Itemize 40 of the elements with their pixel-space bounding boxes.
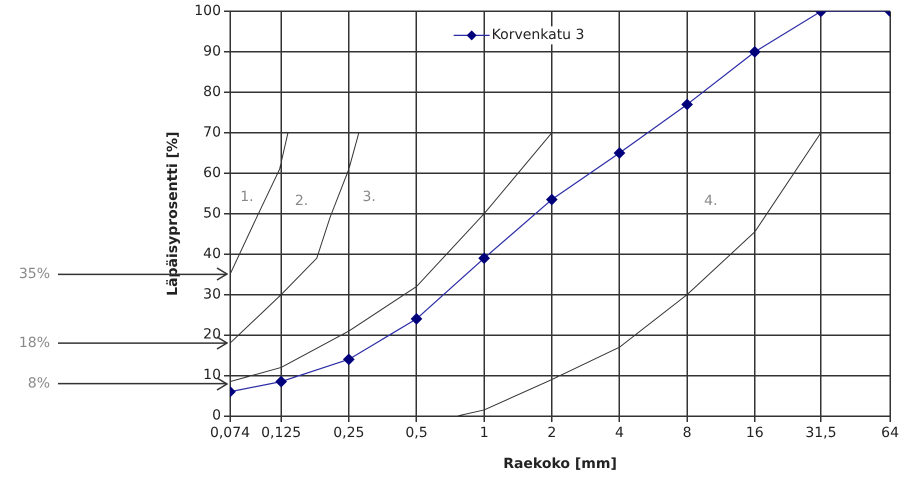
point <box>343 354 354 365</box>
x-tick-label: 64 <box>881 425 900 442</box>
x-tick-label: 0,25 <box>333 425 364 442</box>
y-axis-title: Läpäisyprosentti [%] <box>165 132 182 296</box>
y-tick-label: 0 <box>212 408 221 424</box>
x-tick-label: 16 <box>746 425 764 442</box>
ref-line-label: 18% <box>18 334 50 351</box>
ref-line-label: 8% <box>28 375 50 392</box>
x-tick-label: 0,074 <box>210 425 250 442</box>
y-tick-label: 50 <box>203 205 221 222</box>
y-tick-label: 100 <box>194 3 221 20</box>
point <box>410 313 422 324</box>
x-tick-label: 2 <box>547 425 556 442</box>
y-tick-label: 70 <box>203 124 221 140</box>
x-tick-label: 4 <box>615 425 624 442</box>
x-tick-label: 0,125 <box>261 425 302 442</box>
x-tick-label: 0,5 <box>405 425 428 442</box>
point <box>682 98 693 110</box>
point <box>614 147 626 159</box>
annotation: 4. <box>704 193 718 210</box>
legend-label: Korvenkatu 3 <box>492 27 584 44</box>
y-tick-label: 40 <box>203 246 221 262</box>
annotation: 2. <box>294 193 308 210</box>
y-tick-label: 60 <box>203 164 221 181</box>
point <box>546 194 558 206</box>
annotation: 3. <box>362 189 376 206</box>
point <box>276 376 287 388</box>
point <box>749 46 760 58</box>
y-tick-label: 30 <box>203 286 221 302</box>
y-tick-label: 90 <box>203 44 221 60</box>
ref-line-label: 35% <box>18 266 50 282</box>
point <box>478 252 490 264</box>
x-tick-label: 8 <box>682 425 692 442</box>
x-tick-label: 1 <box>480 425 489 442</box>
x-axis-title: Raekoko [mm] <box>503 456 617 472</box>
y-tick-label: 10 <box>203 367 221 384</box>
y-tick-label: 80 <box>203 84 221 100</box>
y-tick-label: 20 <box>203 326 221 343</box>
annotation: 1. <box>240 189 254 206</box>
x-tick-label: 31,5 <box>805 425 836 442</box>
